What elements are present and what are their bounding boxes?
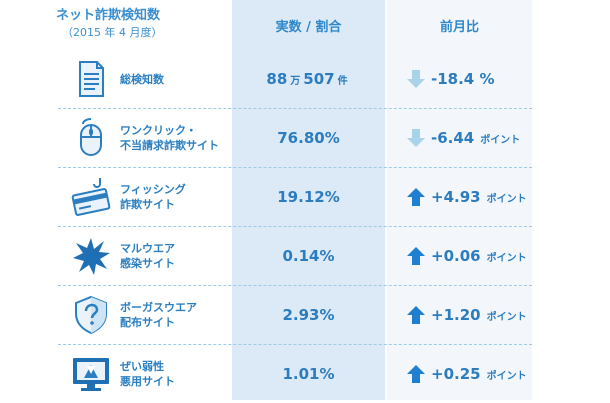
row-label-line1: ワンクリック・	[120, 124, 197, 137]
change-column-background	[387, 0, 532, 400]
arrow-up-icon	[407, 188, 425, 206]
column-header-change: 前月比	[439, 19, 479, 35]
value-number: 76.80%	[277, 129, 340, 147]
table-row: ボーガスウエア 配布サイト 2.93% +1.20 ポイント	[0, 286, 610, 344]
value-number: 2.93%	[282, 306, 335, 324]
value-number: 88	[266, 70, 288, 88]
row-label-line1: 総検知数	[120, 72, 164, 86]
row-label: マルウエア 感染サイト	[120, 227, 232, 285]
row-change: -6.44 ポイント	[387, 109, 532, 167]
credit-card-hook-icon	[70, 176, 112, 218]
shield-question-icon	[70, 294, 112, 336]
row-label: 総検知数	[120, 50, 232, 108]
row-value: 2.93%	[232, 286, 385, 344]
row-divider	[58, 344, 532, 345]
row-label-line2: 不当請求詐欺サイト	[120, 139, 219, 152]
value-column-background	[232, 0, 385, 400]
row-value: 0.14%	[232, 227, 385, 285]
document-icon	[70, 58, 112, 100]
row-label-line2: 詐欺サイト	[120, 198, 175, 211]
change-value: +1.20	[431, 306, 481, 324]
row-label: ボーガスウエア 配布サイト	[120, 286, 232, 344]
table-title: ネット詐欺検知数	[56, 8, 161, 23]
arrow-down-icon	[407, 70, 425, 88]
change-unit: ポイント	[486, 252, 527, 264]
row-label-line2: 悪用サイト	[120, 375, 175, 388]
change-value: +4.93	[431, 188, 481, 206]
row-label-line1: マルウエア	[120, 242, 175, 255]
change-value: +0.06	[431, 247, 481, 265]
value-number: 19.12%	[277, 188, 340, 206]
row-label-line1: ボーガスウエア	[120, 301, 197, 314]
monitor-icon	[70, 353, 112, 395]
column-header-value: 実数 / 割合	[275, 19, 342, 35]
row-divider	[58, 167, 532, 168]
change-value: -18.4 %	[431, 70, 495, 88]
change-unit: ポイント	[486, 311, 527, 323]
row-change: +1.20 ポイント	[387, 286, 532, 344]
table-row: ぜい弱性 悪用サイト 1.01% +0.25 ポイント	[0, 345, 610, 403]
row-change: -18.4 %	[387, 50, 532, 108]
arrow-down-icon	[407, 129, 425, 147]
table-header: ネット詐欺検知数 （2015 年 4 月度） 実数 / 割合 前月比	[0, 0, 610, 50]
row-label: フィッシング 詐欺サイト	[120, 168, 232, 226]
row-label-line1: フィッシング	[120, 183, 186, 196]
row-change: +4.93 ポイント	[387, 168, 532, 226]
table-subtitle: （2015 年 4 月度）	[62, 26, 163, 39]
row-label: ワンクリック・ 不当請求詐欺サイト	[120, 109, 232, 167]
table-row: フィッシング 詐欺サイト 19.12% +4.93 ポイント	[0, 168, 610, 226]
row-label: ぜい弱性 悪用サイト	[120, 345, 232, 403]
arrow-up-icon	[407, 247, 425, 265]
table-row: 総検知数 88 万 507 件 -18.4 %	[0, 50, 610, 108]
change-unit: ポイント	[486, 193, 527, 205]
value-number: 0.14%	[282, 247, 335, 265]
row-divider	[58, 226, 532, 227]
row-label-line2: 感染サイト	[120, 257, 175, 270]
row-label-line1: ぜい弱性	[120, 360, 164, 373]
arrow-up-icon	[407, 365, 425, 383]
row-value: 88 万 507 件	[232, 50, 385, 108]
row-change: +0.25 ポイント	[387, 345, 532, 403]
value-unit: 件	[337, 75, 348, 87]
change-value: -6.44	[431, 129, 475, 147]
table-row: ワンクリック・ 不当請求詐欺サイト 76.80% -6.44 ポイント	[0, 109, 610, 167]
malware-burst-icon	[70, 235, 112, 277]
row-change: +0.06 ポイント	[387, 227, 532, 285]
value-number: 1.01%	[282, 365, 335, 383]
change-unit: ポイント	[486, 370, 527, 382]
change-unit: ポイント	[480, 134, 521, 146]
row-label-line2: 配布サイト	[120, 316, 175, 329]
value-unit: 万	[290, 75, 301, 87]
arrow-up-icon	[407, 306, 425, 324]
change-value: +0.25	[431, 365, 481, 383]
value-number: 507	[303, 70, 335, 88]
table-row: マルウエア 感染サイト 0.14% +0.06 ポイント	[0, 227, 610, 285]
row-divider	[58, 108, 532, 109]
row-divider	[58, 285, 532, 286]
row-value: 76.80%	[232, 109, 385, 167]
row-value: 1.01%	[232, 345, 385, 403]
row-value: 19.12%	[232, 168, 385, 226]
mouse-icon	[70, 117, 112, 159]
